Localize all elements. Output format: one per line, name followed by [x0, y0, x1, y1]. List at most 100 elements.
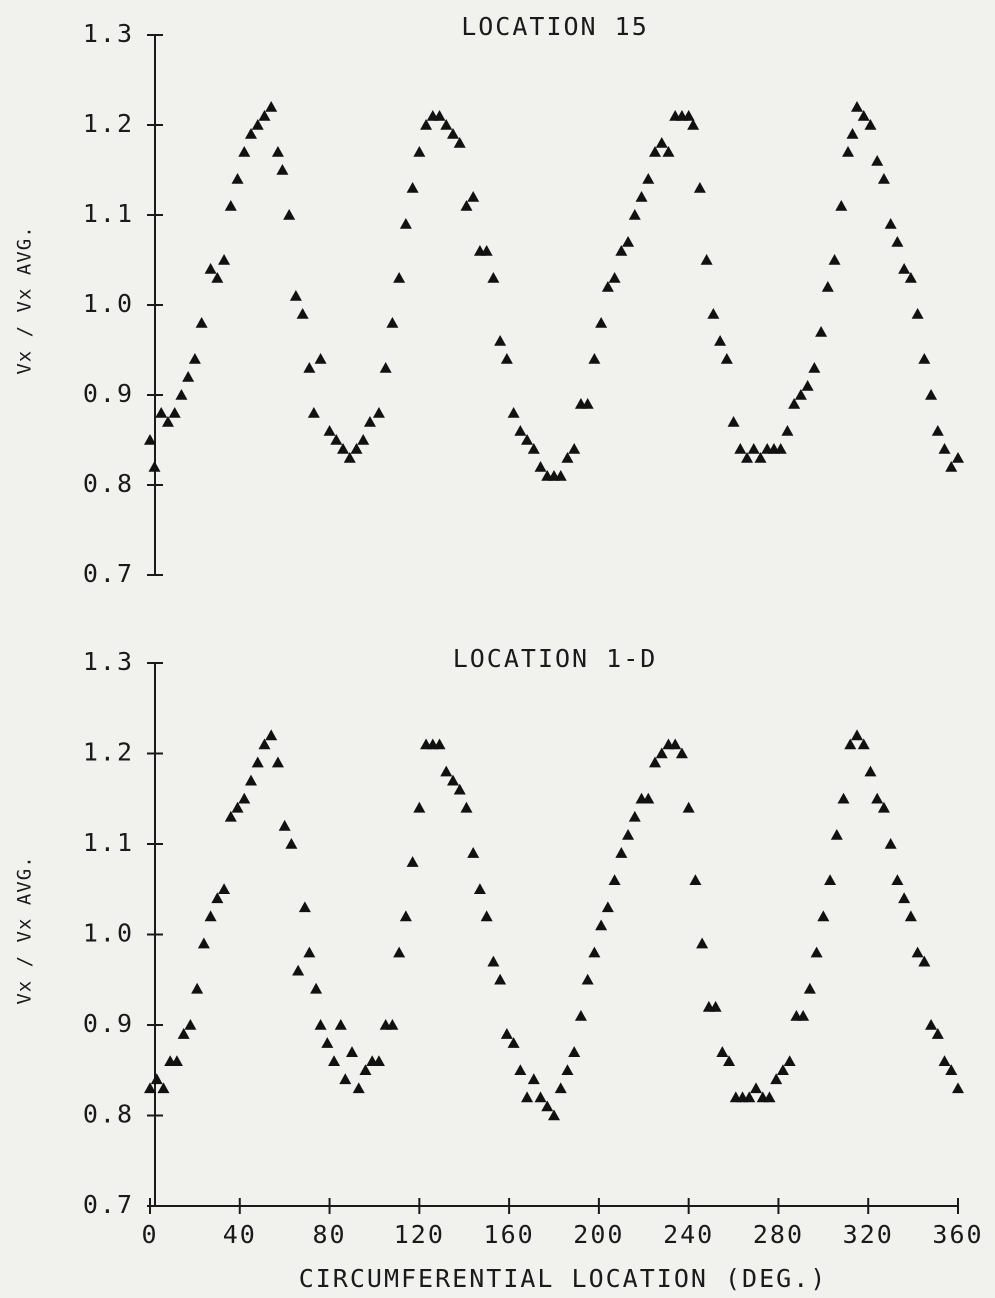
data-point [904, 272, 917, 283]
data-point [687, 119, 700, 130]
data-point [693, 182, 706, 193]
data-point [851, 729, 863, 741]
data-point [716, 1046, 729, 1057]
data-point [453, 783, 466, 795]
data-point [521, 1091, 534, 1103]
x-tick-label: 40 [223, 1220, 257, 1249]
x-tick-label: 0 [141, 1220, 158, 1249]
x-axis-label: CIRCUMFERENTIAL LOCATION (DEG.) [299, 1264, 828, 1293]
data-point [700, 254, 713, 265]
data-point [783, 1055, 796, 1066]
data-point [487, 272, 500, 283]
data-point [649, 756, 661, 768]
data-point [480, 245, 493, 256]
data-point [794, 389, 807, 400]
data-point [258, 738, 271, 750]
data-point [952, 452, 964, 463]
data-point [931, 425, 944, 436]
data-point [642, 173, 655, 184]
data-point [842, 146, 855, 157]
data-point [743, 1091, 756, 1103]
data-point [682, 110, 695, 121]
data-point [642, 792, 655, 804]
data-point [406, 182, 419, 193]
data-point [527, 1073, 540, 1085]
data-point [714, 335, 727, 346]
data-point [278, 819, 291, 831]
data-point [628, 810, 641, 822]
data-point [339, 1073, 352, 1085]
data-point [682, 801, 695, 813]
data-point [224, 810, 237, 822]
data-point [857, 110, 870, 121]
data-point [871, 155, 884, 166]
data-point [251, 119, 264, 130]
data-point [379, 362, 392, 373]
data-point [494, 973, 507, 985]
data-point [386, 317, 399, 328]
y-tick-label: 1.2 [83, 109, 134, 138]
data-point [898, 892, 911, 904]
data-point [945, 1064, 958, 1076]
data-point [285, 838, 298, 849]
data-point [689, 874, 702, 885]
data-point [161, 416, 174, 427]
data-point [911, 308, 924, 319]
data-point [561, 1064, 574, 1076]
data-point [296, 308, 309, 319]
data-point [574, 1009, 587, 1021]
chart-title: LOCATION 1-D [453, 644, 658, 673]
data-point [727, 416, 740, 427]
data-point [884, 838, 897, 849]
data-point [675, 747, 688, 759]
data-point [258, 110, 271, 121]
data-point [797, 1009, 810, 1021]
data-point [283, 209, 296, 220]
data-point [662, 146, 675, 157]
data-point [918, 955, 931, 967]
data-point [265, 729, 278, 741]
data-point [864, 765, 877, 777]
data-point [359, 1064, 372, 1076]
data-point [781, 425, 794, 436]
data-point [321, 1037, 334, 1048]
data-point [188, 353, 201, 364]
data-point [494, 335, 507, 346]
y-axis-label: Vx / Vx AVG. [14, 225, 36, 374]
data-point [191, 982, 204, 994]
x-tick-label: 200 [573, 1220, 624, 1249]
data-point [350, 443, 363, 454]
data-point [393, 272, 406, 283]
data-point [467, 191, 480, 202]
data-point [581, 398, 594, 409]
data-point [460, 200, 473, 211]
data-point [399, 910, 412, 922]
data-point [500, 1028, 513, 1039]
data-point [747, 443, 760, 454]
data-point [931, 1028, 944, 1039]
data-point [851, 101, 863, 112]
data-point [155, 407, 168, 418]
data-point [568, 443, 581, 454]
y-tick-label: 0.8 [83, 469, 134, 498]
data-point [763, 1091, 776, 1103]
data-point [750, 1082, 762, 1094]
data-point [251, 756, 264, 768]
data-point [265, 101, 278, 112]
data-point [310, 982, 323, 994]
data-point [500, 353, 513, 364]
data-point [182, 371, 195, 382]
data-point [453, 137, 466, 148]
x-tick-label: 80 [313, 1220, 347, 1249]
y-tick-label: 1.0 [83, 919, 134, 948]
y-tick-label: 1.3 [83, 19, 134, 48]
data-point [837, 792, 850, 804]
data-point [844, 738, 857, 750]
data-point [276, 164, 289, 175]
data-point [413, 801, 426, 813]
data-point [204, 263, 217, 274]
data-point [776, 1064, 789, 1076]
data-point [307, 407, 320, 418]
data-point [144, 434, 156, 445]
data-point [170, 1055, 183, 1066]
